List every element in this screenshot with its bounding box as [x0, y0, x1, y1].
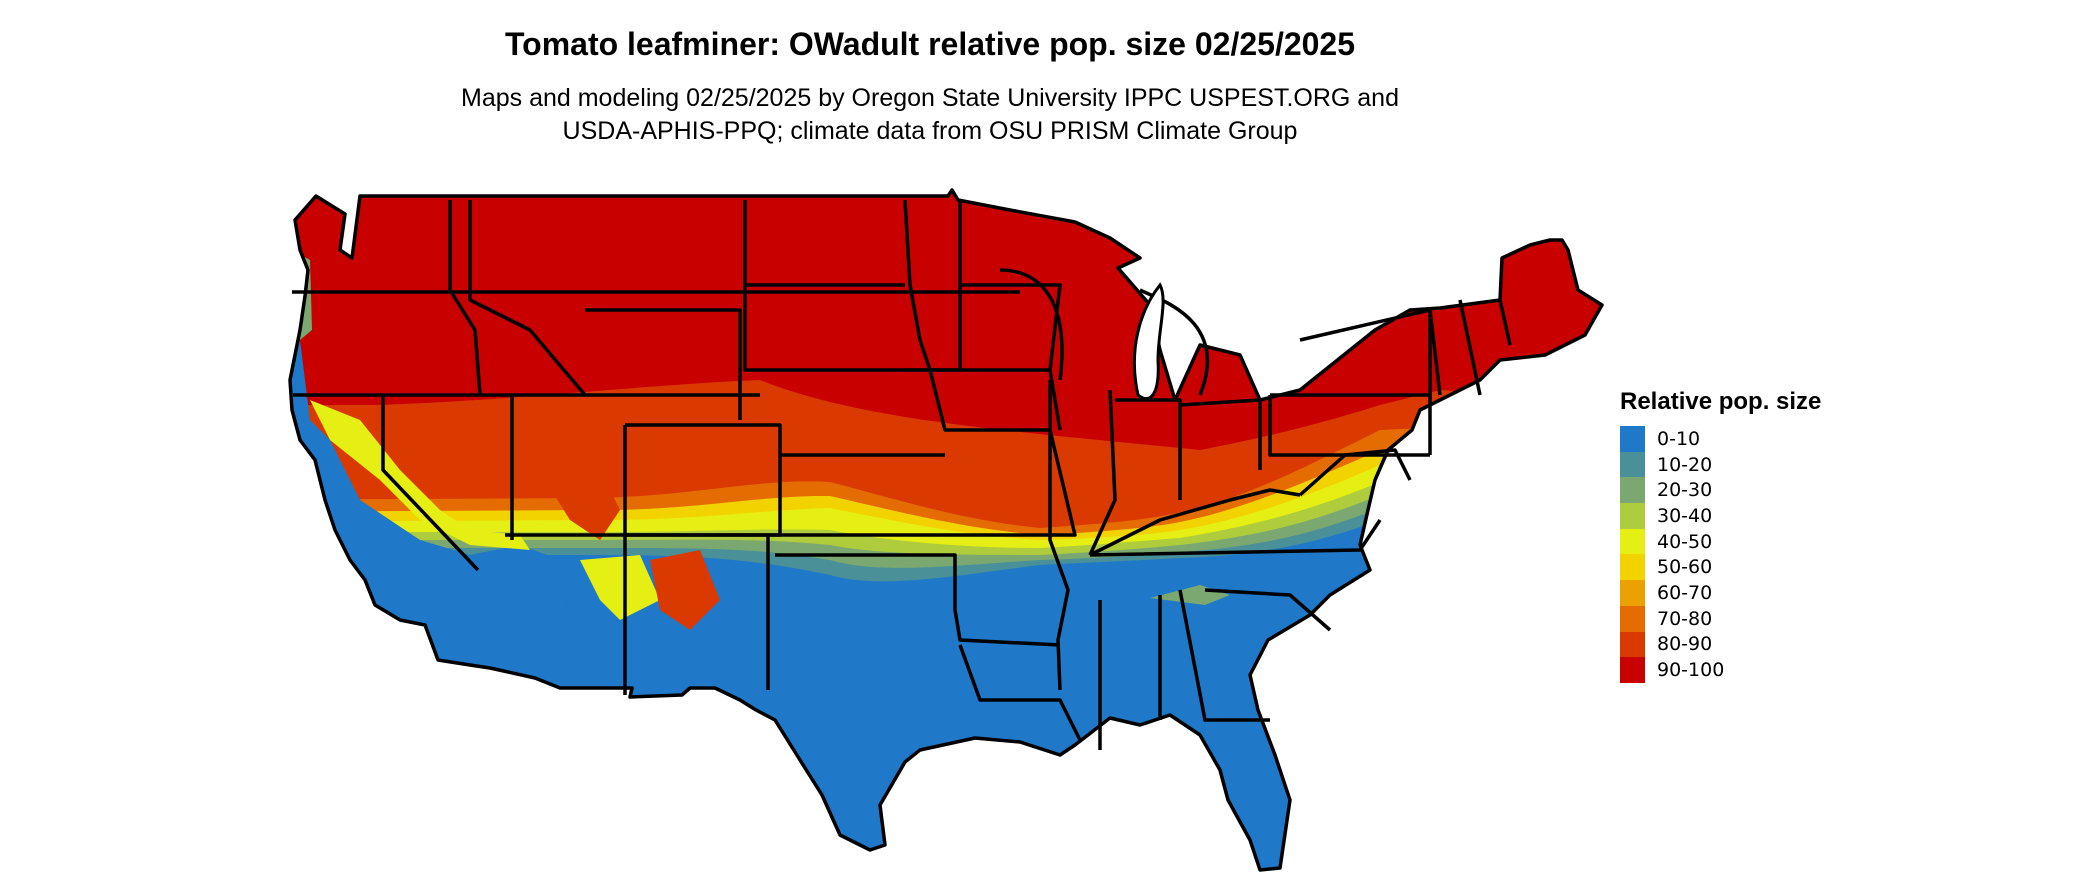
border-wy	[585, 308, 742, 420]
subtitle-line-2: USDA-APHIS-PPQ; climate data from OSU PR…	[562, 117, 1298, 145]
legend-label: 50-60	[1657, 556, 1713, 579]
legend-label: 90-100	[1657, 659, 1725, 682]
border-new-england	[1428, 299, 1512, 396]
legend-label: 60-70	[1657, 581, 1713, 604]
legend-label: 80-90	[1657, 633, 1713, 656]
legend-item: 40-50	[1620, 528, 1821, 555]
border-ga-sc	[1204, 588, 1332, 632]
border-ca-nv	[381, 395, 480, 572]
legend-label: 30-40	[1657, 504, 1713, 527]
arizona-highlands-zone	[580, 555, 660, 620]
border-ne-ks	[895, 199, 1077, 537]
border-wv-va	[1298, 448, 1412, 497]
border-mississippi-river	[1048, 380, 1070, 691]
legend-swatch	[1620, 503, 1645, 529]
legend-item: 30-40	[1620, 503, 1821, 529]
legend-item: 60-70	[1620, 580, 1821, 606]
legend-swatch	[1620, 426, 1645, 452]
border-tn-nc	[1089, 519, 1382, 557]
legend-item: 20-30	[1620, 477, 1821, 504]
border-ms-al-ga	[1098, 589, 1270, 750]
border-michigan	[1139, 288, 1209, 396]
legend: Relative pop. size 0-10 10-20 20-30 30-40 40…	[1620, 388, 1821, 683]
border-ok-tx-ar	[775, 553, 1061, 647]
legend-swatch	[1620, 580, 1645, 606]
legend-item: 50-60	[1620, 554, 1821, 581]
legend-label: 40-50	[1657, 530, 1713, 553]
border-or-id	[448, 200, 482, 396]
border-mn-ia	[960, 283, 1062, 371]
legend-label: 0-10	[1657, 427, 1701, 450]
legend-item: 90-100	[1620, 657, 1821, 683]
state-borders	[288, 188, 1604, 872]
border-iowa	[905, 368, 1062, 431]
legend-label: 70-80	[1657, 607, 1713, 630]
legend-swatch	[1620, 554, 1645, 581]
legend-item: 0-10	[1620, 426, 1821, 452]
legend-swatch	[1620, 451, 1645, 478]
legend-swatch	[1620, 528, 1645, 555]
great-basin-zone	[520, 430, 620, 540]
legend-label: 10-20	[1657, 453, 1713, 476]
border-in-oh	[1115, 398, 1262, 500]
new-mexico-highlands-zone	[650, 550, 720, 630]
subtitle-line-1: Maps and modeling 02/25/2025 by Oregon S…	[461, 84, 1399, 112]
legend-items: 0-10 10-20 20-30 30-40 40-50 50-60 60-70 70-80 8…	[1620, 426, 1821, 683]
border-il	[1088, 389, 1117, 556]
legend-swatch	[1620, 657, 1645, 683]
border-la	[958, 644, 1082, 741]
map-title: Tomato leafminer: OWadult relative pop. …	[504, 26, 1356, 62]
legend-item: 80-90	[1620, 631, 1821, 658]
legend-title: Relative pop. size	[1620, 388, 1822, 415]
legend-swatch	[1620, 605, 1645, 632]
border-wisconsin	[999, 268, 1064, 381]
map-subtitle: Maps and modeling 02/25/2025 by Oregon S…	[0, 82, 1860, 148]
california-transition-zone	[310, 400, 530, 550]
border-ky	[1089, 488, 1301, 557]
legend-item: 70-80	[1620, 605, 1821, 632]
legend-item: 10-20	[1620, 451, 1821, 478]
lake-michigan	[1132, 282, 1165, 401]
legend-label: 20-30	[1657, 479, 1713, 502]
legend-swatch	[1620, 477, 1645, 504]
legend-swatch	[1620, 631, 1645, 658]
border-id-mt	[468, 200, 587, 397]
